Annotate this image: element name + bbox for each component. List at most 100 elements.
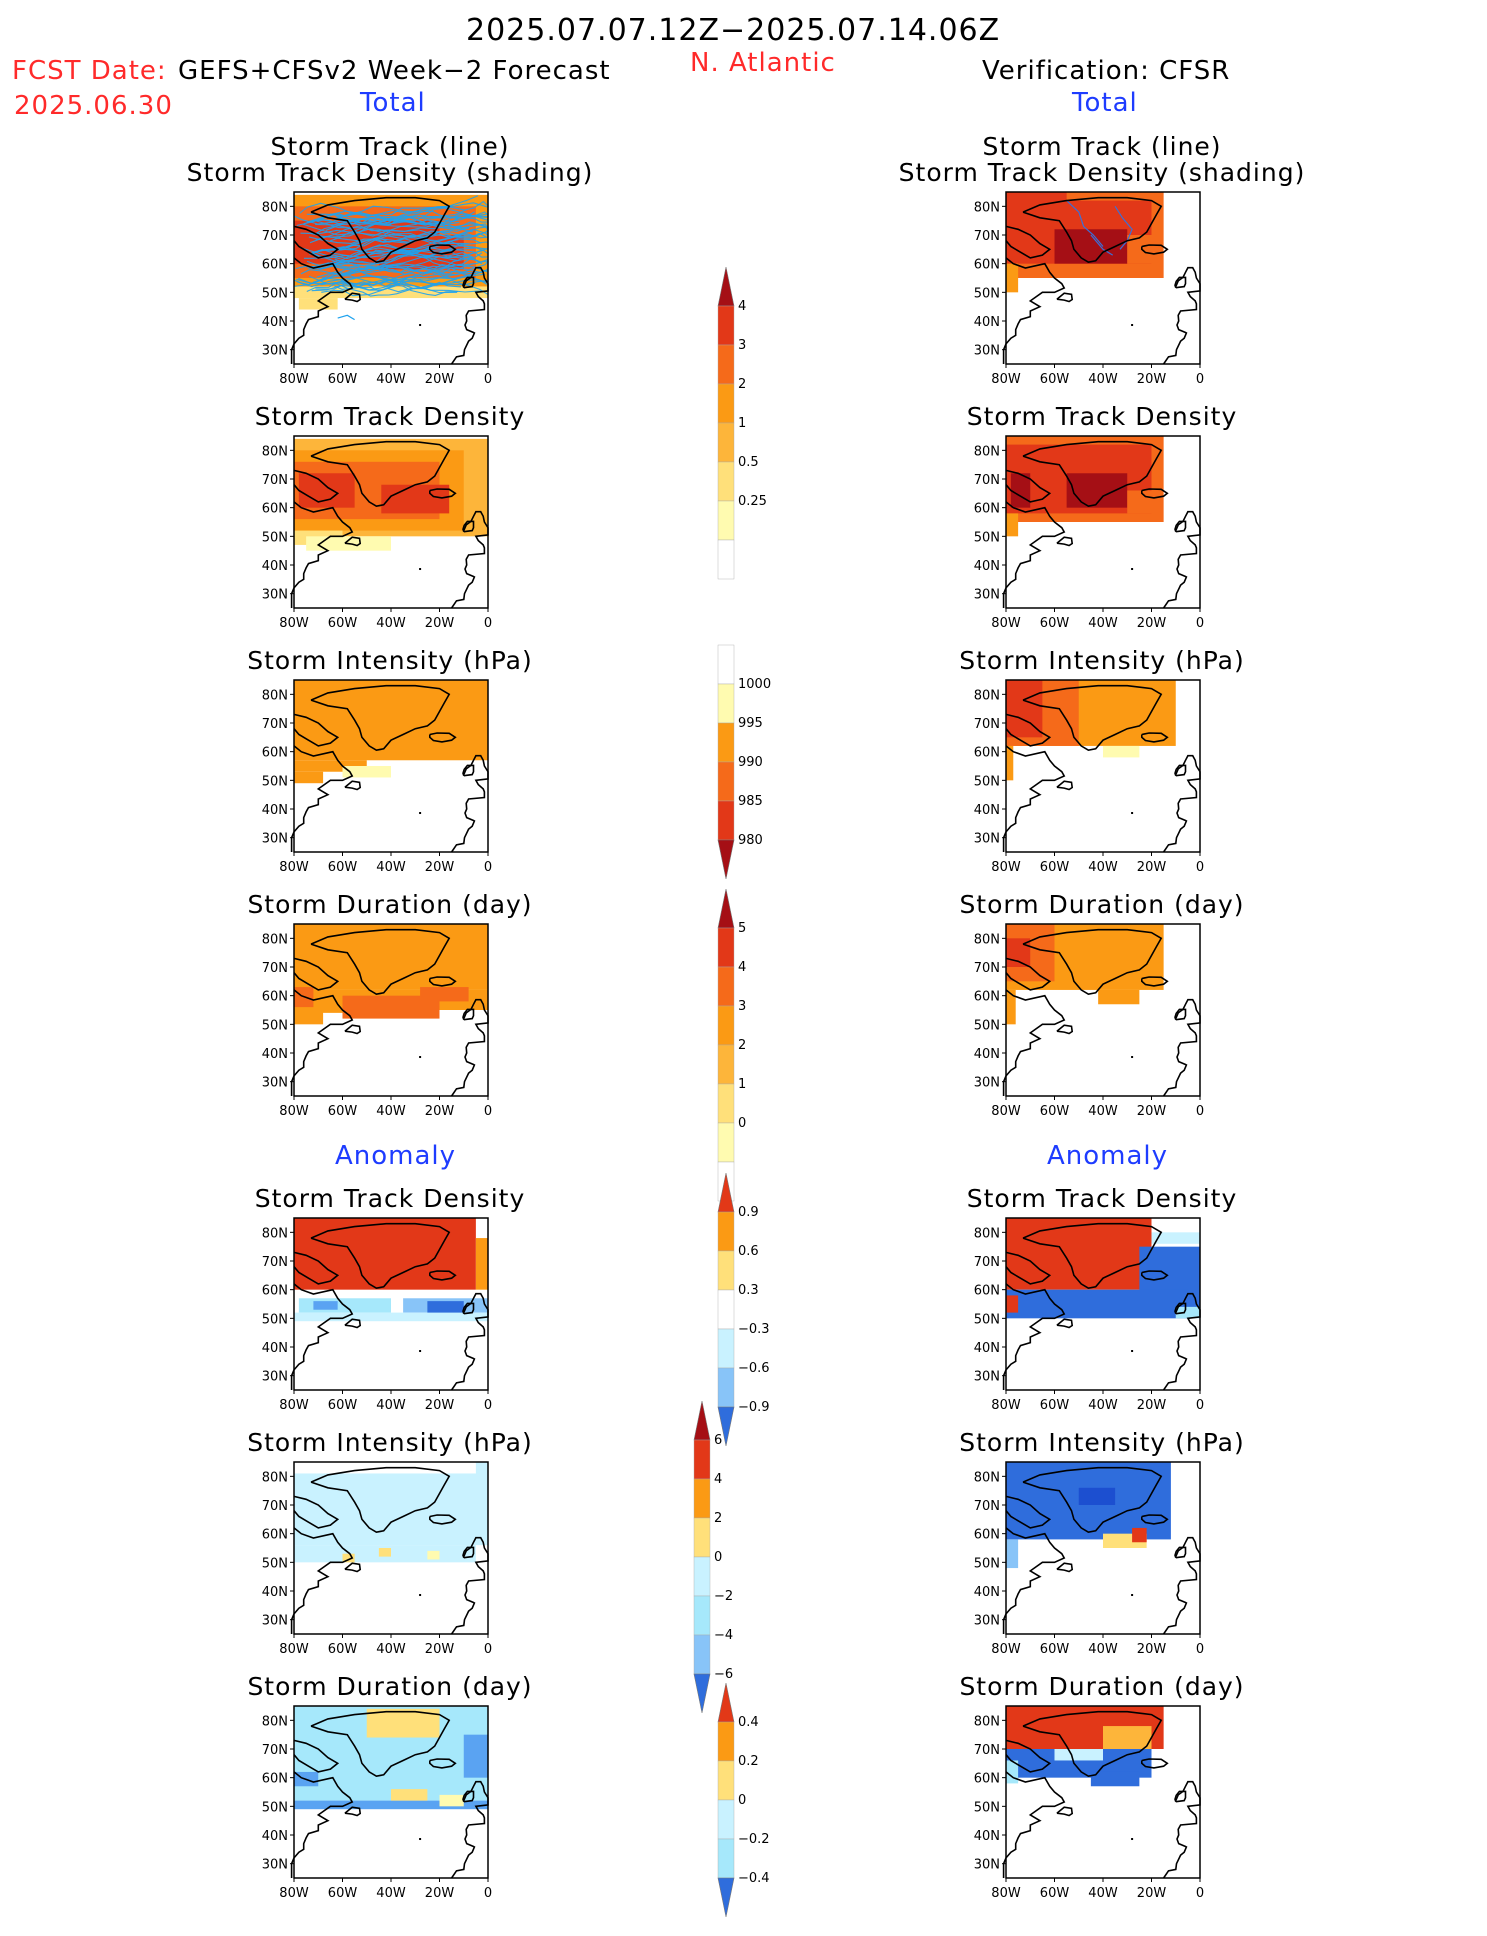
lon-tick-label: 80W: [279, 860, 309, 875]
lat-tick-label: 70N: [262, 717, 288, 732]
colorbar-anom-intensity: 6 4 2 0 −2 −4 −6: [688, 1396, 778, 1732]
lat-tick-label: 50N: [262, 1312, 288, 1327]
colorbar-tick-label: 990: [738, 755, 763, 770]
lon-tick-label: 0: [484, 1886, 492, 1901]
colorbar-tick-label: 2: [714, 1511, 722, 1526]
lon-tick-label: 20W: [1137, 860, 1167, 875]
colorbar-anom-duration: 0.4 0.2 0 −0.2 −0.4: [712, 1678, 802, 1936]
colorbar-tick-label: 6: [714, 1433, 722, 1448]
lon-tick-label: 20W: [1137, 616, 1167, 631]
page-title: 2025.07.07.12Z−2025.07.14.06Z: [466, 13, 1001, 48]
map-right-density: 80N 70N 60N 50N 40N 30N 80W 60W 40W 20W 0: [956, 434, 1206, 643]
lat-tick-label: 70N: [262, 229, 288, 244]
lat-tick-label: 40N: [262, 315, 288, 330]
lat-tick-label: 50N: [974, 1800, 1000, 1815]
right-anom-intensity-title: Storm Intensity (hPa): [959, 1428, 1245, 1457]
lat-tick-label: 30N: [974, 1370, 1000, 1385]
left-intensity-title: Storm Intensity (hPa): [247, 646, 533, 675]
lon-tick-label: 0: [1196, 372, 1204, 387]
lat-tick-label: 50N: [262, 1018, 288, 1033]
lon-tick-label: 40W: [376, 1398, 406, 1413]
colorbar-tick-label: 4: [714, 1472, 722, 1487]
lat-tick-label: 40N: [974, 315, 1000, 330]
lon-tick-label: 0: [1196, 860, 1204, 875]
lat-tick-label: 80N: [262, 444, 288, 459]
colorbar-tick-label: 0.9: [738, 1205, 759, 1220]
colorbar-tick-label: −0.3: [738, 1322, 770, 1337]
lon-tick-label: 0: [1196, 616, 1204, 631]
colorbar-tick-label: 0: [714, 1550, 722, 1565]
lat-tick-label: 40N: [974, 803, 1000, 818]
right-duration-title: Storm Duration (day): [959, 890, 1245, 919]
lat-tick-label: 50N: [974, 774, 1000, 789]
lon-tick-label: 80W: [279, 1398, 309, 1413]
lat-tick-label: 30N: [974, 1614, 1000, 1629]
lat-tick-label: 50N: [974, 1018, 1000, 1033]
lon-tick-label: 40W: [1088, 860, 1118, 875]
colorbar-tick-label: −0.2: [738, 1832, 770, 1847]
map-left-intensity: 80N 70N 60N 50N 40N 30N 80W 60W 40W 20W 0: [244, 678, 494, 887]
lat-tick-label: 70N: [262, 961, 288, 976]
colorbar-tick-label: −2: [714, 1589, 733, 1604]
lat-tick-label: 80N: [262, 1470, 288, 1485]
colorbar-tick-label: 3: [738, 999, 746, 1014]
lat-tick-label: 40N: [974, 559, 1000, 574]
lat-tick-label: 80N: [974, 1470, 1000, 1485]
lat-tick-label: 60N: [262, 990, 288, 1005]
lat-tick-label: 80N: [974, 444, 1000, 459]
colorbar-tick-label: 0.25: [738, 494, 767, 509]
map-right-duration: 80N 70N 60N 50N 40N 30N 80W 60W 40W 20W 0: [956, 922, 1206, 1131]
lon-tick-label: 60W: [1040, 1398, 1070, 1413]
lon-tick-label: 0: [484, 372, 492, 387]
colorbar-total-density: 4 3 2 1 0.5 0.25: [712, 262, 802, 598]
lat-tick-label: 30N: [262, 1614, 288, 1629]
map-right-track-line: 80N 70N 60N 50N 40N 30N 80W 60W 40W 20W 0: [956, 190, 1206, 399]
lon-tick-label: 60W: [1040, 372, 1070, 387]
lat-tick-label: 50N: [974, 530, 1000, 545]
lat-tick-label: 60N: [262, 746, 288, 761]
colorbar-total-intensity: 1000 995 990 985 980: [712, 640, 802, 898]
lat-tick-label: 70N: [974, 961, 1000, 976]
colorbar-total-duration: 5 4 3 2 1 0: [712, 884, 802, 1220]
lat-tick-label: 80N: [262, 1714, 288, 1729]
colorbar-tick-label: 0: [738, 1793, 746, 1808]
lon-tick-label: 0: [484, 860, 492, 875]
lon-tick-label: 40W: [1088, 1886, 1118, 1901]
lon-tick-label: 60W: [328, 1886, 358, 1901]
colorbar-tick-label: 3: [738, 338, 746, 353]
lon-tick-label: 0: [1196, 1398, 1204, 1413]
lat-tick-label: 80N: [262, 200, 288, 215]
left-density-title: Storm Track Density: [254, 402, 526, 431]
lon-tick-label: 60W: [1040, 860, 1070, 875]
lat-tick-label: 30N: [262, 1076, 288, 1091]
lat-tick-label: 50N: [262, 1556, 288, 1571]
lon-tick-label: 20W: [425, 372, 455, 387]
colorbar-tick-label: 1: [738, 416, 746, 431]
lon-tick-label: 20W: [1137, 1886, 1167, 1901]
lat-tick-label: 30N: [262, 1858, 288, 1873]
lon-tick-label: 80W: [279, 372, 309, 387]
lat-tick-label: 40N: [974, 1829, 1000, 1844]
lon-tick-label: 20W: [1137, 1398, 1167, 1413]
left-anom-duration-title: Storm Duration (day): [247, 1672, 533, 1701]
lat-tick-label: 30N: [974, 1858, 1000, 1873]
left-track-shading-title: Storm Track Density (shading): [186, 158, 594, 187]
fcst-date-value: 2025.06.30: [14, 91, 173, 121]
lon-tick-label: 20W: [1137, 372, 1167, 387]
lat-tick-label: 60N: [974, 258, 1000, 273]
colorbar-tick-label: −0.9: [738, 1400, 770, 1415]
lon-tick-label: 60W: [1040, 1886, 1070, 1901]
right-anom-duration-title: Storm Duration (day): [959, 1672, 1245, 1701]
lon-tick-label: 60W: [328, 860, 358, 875]
colorbar-tick-label: 2: [738, 1038, 746, 1053]
colorbar-tick-label: −4: [714, 1628, 733, 1643]
colorbar-tick-label: 980: [738, 833, 763, 848]
lat-tick-label: 40N: [262, 559, 288, 574]
lon-tick-label: 80W: [991, 1886, 1021, 1901]
colorbar-tick-label: 0.2: [738, 1754, 759, 1769]
lat-tick-label: 80N: [974, 1714, 1000, 1729]
lon-tick-label: 80W: [991, 372, 1021, 387]
lon-tick-label: 20W: [425, 1886, 455, 1901]
map-right-anom-duration: 80N 70N 60N 50N 40N 30N 80W 60W 40W 20W 0: [956, 1704, 1206, 1913]
fcst-date-label: FCST Date:: [12, 56, 167, 86]
